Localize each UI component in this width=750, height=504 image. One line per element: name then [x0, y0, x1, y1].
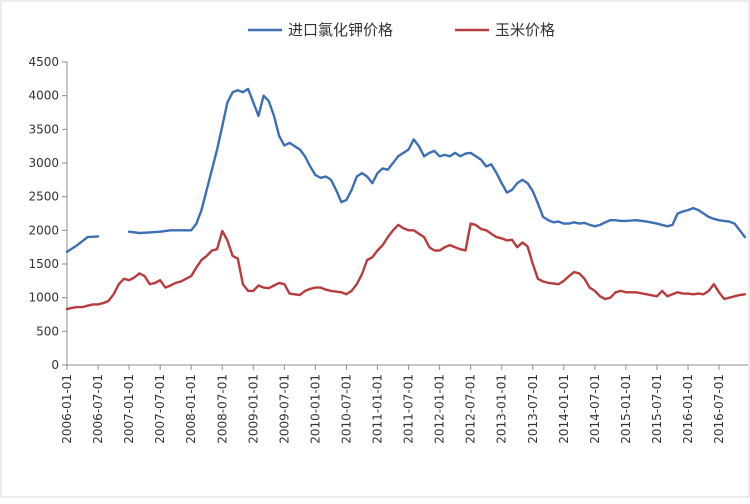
- x-tick-label: 2008-01-01: [184, 374, 198, 444]
- x-tick-label: 2011-07-01: [402, 374, 416, 444]
- y-tick-label: 4000: [28, 89, 59, 103]
- x-tick-label: 2016-07-01: [712, 374, 726, 444]
- x-tick-label: 2015-07-01: [650, 374, 664, 444]
- x-tick-label: 2009-01-01: [246, 374, 260, 444]
- y-axis: 0 500 1000 1500 2000 2500 3000 3500 4000 4500: [28, 55, 68, 372]
- x-tick-label: 2014-07-01: [588, 374, 602, 444]
- x-tick-label: 2013-07-01: [526, 374, 540, 444]
- y-tick-label: 2000: [28, 223, 59, 237]
- y-tick-label: 3500: [28, 122, 59, 136]
- y-tick-label: 2500: [28, 190, 59, 204]
- x-tick-label: 2012-07-01: [464, 374, 478, 444]
- x-tick-label: 2014-01-01: [557, 374, 571, 444]
- series-layer: [65, 87, 747, 311]
- x-tick-label: 2016-01-01: [681, 374, 695, 444]
- x-tick-label: 2013-01-01: [495, 374, 509, 444]
- legend-label: 玉米价格: [495, 21, 555, 39]
- x-tick-label: 2010-07-01: [339, 374, 353, 444]
- series-line-segment: [65, 222, 747, 311]
- x-tick-label: 2007-01-01: [122, 374, 136, 444]
- series-2: [65, 222, 747, 311]
- x-tick-label: 2010-01-01: [308, 374, 322, 444]
- x-tick-label: 2009-07-01: [277, 374, 291, 444]
- y-tick-label: 4500: [28, 55, 59, 69]
- x-tick-label: 2006-07-01: [91, 374, 105, 444]
- x-tick-label: 2006-01-01: [60, 374, 74, 444]
- y-tick-label: 3000: [28, 156, 59, 170]
- x-tick-label: 2015-01-01: [619, 374, 633, 444]
- legend-label: 进口氯化钾价格: [288, 21, 393, 39]
- x-axis: 2006-01-01 2006-07-01 2007-01-01 2007-07-01…: [60, 364, 748, 444]
- series-1: [65, 87, 747, 254]
- x-tick-label: 2008-07-01: [215, 374, 229, 444]
- x-tick-label: 2011-01-01: [371, 374, 385, 444]
- series-line-segment: [127, 87, 747, 239]
- y-tick-label: 500: [36, 324, 59, 338]
- y-tick-label: 1500: [28, 257, 59, 271]
- y-tick-label: 1000: [28, 291, 59, 305]
- x-tick-label: 2007-07-01: [153, 374, 167, 444]
- y-tick-label: 0: [51, 358, 59, 372]
- series-line-segment: [65, 235, 100, 254]
- legend: 进口氯化钾价格 玉米价格: [248, 21, 555, 39]
- x-tick-label: 2012-01-01: [433, 374, 447, 444]
